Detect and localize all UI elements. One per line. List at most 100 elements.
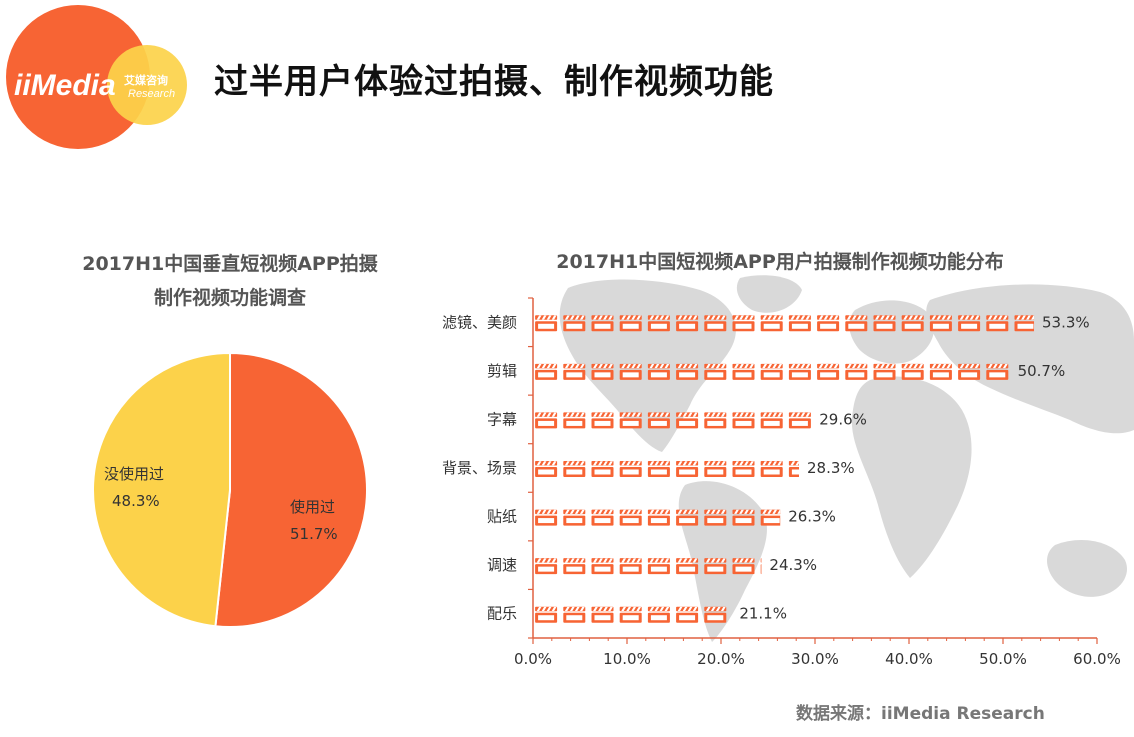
clapperboard-icon xyxy=(647,558,670,575)
clapperboard-icon xyxy=(704,461,727,477)
clapperboard-icon xyxy=(732,461,755,477)
clapperboard-icon xyxy=(760,315,783,332)
clapperboard-icon xyxy=(817,315,840,332)
clapperboard-icon xyxy=(591,412,614,429)
clapperboard-icon xyxy=(704,315,727,332)
x-tick-label: 60.0% xyxy=(1073,650,1121,668)
clapperboard-icon xyxy=(535,412,558,429)
clapperboard-icon xyxy=(619,315,642,332)
pie-title-line1: 2017H1中国垂直短视频APP拍摄 xyxy=(82,253,378,275)
source-note: 数据来源：iiMedia Research xyxy=(796,704,1045,724)
bar xyxy=(535,558,762,575)
clapperboard-icon xyxy=(986,363,1009,380)
pie-chart xyxy=(92,351,368,628)
clapperboard-icon xyxy=(760,412,783,429)
pie-label-used: 使用过 51.7% xyxy=(290,494,338,548)
page-title: 过半用户体验过拍摄、制作视频功能 xyxy=(214,62,774,102)
clapperboard-icon xyxy=(647,363,670,380)
bar-row: 贴纸 26.3% xyxy=(487,508,836,526)
clapperboard-icon xyxy=(647,461,670,477)
logo-sub-cn: 艾媒咨询 xyxy=(124,73,168,87)
pie-slice-0 xyxy=(214,351,368,628)
clapperboard-icon xyxy=(704,363,727,380)
clapperboard-icon xyxy=(958,315,981,332)
clapperboard-icon xyxy=(619,363,642,380)
clapperboard-icon xyxy=(1014,315,1035,332)
clapperboard-icon xyxy=(929,363,952,380)
clapperboard-icon xyxy=(676,315,699,332)
clapperboard-icon xyxy=(788,363,811,380)
bar-chart: 0.0% 10.0% 20.0% 30.0% 40.0% 50.0% 60.0% 滤镜、美颜… xyxy=(442,275,1134,668)
bar-value-label: 26.3% xyxy=(788,508,836,526)
clapperboard-icon xyxy=(732,363,755,380)
pie-label-unused-name: 没使用过 xyxy=(104,465,165,483)
clapperboard-icon xyxy=(873,363,896,380)
bar xyxy=(535,509,781,526)
bar-chart-title: 2017H1中国短视频APP用户拍摄制作视频功能分布 xyxy=(556,251,1004,273)
bar-value-label: 53.3% xyxy=(1042,313,1090,331)
clapperboard-icon xyxy=(591,509,614,526)
pie-label-used-value: 51.7% xyxy=(290,525,338,543)
clapperboard-icon xyxy=(788,315,811,332)
clapperboard-icon xyxy=(535,606,558,623)
pie-title-line2: 制作视频功能调查 xyxy=(153,287,306,309)
clapperboard-icon xyxy=(591,606,614,623)
bar-row: 背景、场景 28.3% xyxy=(442,459,855,477)
clapperboard-icon xyxy=(619,558,642,575)
map-africa xyxy=(851,376,972,578)
pie-label-unused-value: 48.3% xyxy=(112,492,160,510)
bar-row: 字幕 29.6% xyxy=(487,410,867,429)
bar-row: 剪辑 50.7% xyxy=(487,362,1065,380)
bar-category-label: 剪辑 xyxy=(487,362,517,380)
bar-rows: 滤镜、美颜 53.3% 剪辑 50.7% 字幕 29.6% 背景、场景 28.3% 贴纸 26.3… xyxy=(442,313,1090,623)
clapperboard-icon xyxy=(619,606,642,623)
bar-value-label: 29.6% xyxy=(819,410,867,428)
clapperboard-icon xyxy=(873,315,896,332)
pie-chart-title: 2017H1中国垂直短视频APP拍摄 制作视频功能调查 xyxy=(40,247,420,315)
clapperboard-icon xyxy=(676,606,699,623)
clapperboard-icon xyxy=(676,363,699,380)
x-tick-label: 50.0% xyxy=(979,650,1027,668)
clapperboard-icon xyxy=(760,461,783,477)
logo-text: iiMedia xyxy=(14,69,116,102)
x-tick-label: 40.0% xyxy=(885,650,933,668)
bar-value-label: 28.3% xyxy=(807,459,855,477)
bar xyxy=(535,315,1035,332)
clapperboard-icon xyxy=(901,363,924,380)
clapperboard-icon xyxy=(619,509,642,526)
clapperboard-icon xyxy=(563,509,586,526)
bar-row: 配乐 21.1% xyxy=(487,605,787,623)
clapperboard-icon xyxy=(619,461,642,477)
pie-slice-1 xyxy=(92,351,231,628)
clapperboard-icon xyxy=(901,315,924,332)
clapperboard-icon xyxy=(929,315,952,332)
clapperboard-icon xyxy=(986,315,1009,332)
bar-value-label: 24.3% xyxy=(769,556,817,574)
clapperboard-icon xyxy=(591,363,614,380)
logo-orange-circle xyxy=(6,5,150,149)
clapperboard-icon xyxy=(591,315,614,332)
clapperboard-icon xyxy=(845,315,868,332)
clapperboard-icon xyxy=(704,412,727,429)
bar-category-label: 贴纸 xyxy=(487,508,517,526)
clapperboard-icon xyxy=(647,315,670,332)
clapperboard-icon xyxy=(535,558,558,575)
clapperboard-icon xyxy=(732,315,755,332)
clapperboard-icon xyxy=(535,461,558,477)
map-greenland xyxy=(736,275,802,313)
bar-category-label: 调速 xyxy=(487,556,517,574)
clapperboard-icon xyxy=(676,509,699,526)
bar xyxy=(535,461,800,477)
clapperboard-icon xyxy=(535,363,558,380)
clapperboard-icon xyxy=(704,606,727,623)
map-europe xyxy=(849,300,934,364)
clapperboard-icon xyxy=(563,363,586,380)
clapperboard-icon xyxy=(760,509,781,526)
clapperboard-icon xyxy=(676,558,699,575)
clapperboard-icon xyxy=(591,461,614,477)
bar-row: 调速 24.3% xyxy=(487,556,817,575)
bar-category-label: 背景、场景 xyxy=(442,459,517,477)
bar-value-label: 21.1% xyxy=(739,605,787,623)
clapperboard-icon xyxy=(760,363,783,380)
x-tick-label: 30.0% xyxy=(791,650,839,668)
